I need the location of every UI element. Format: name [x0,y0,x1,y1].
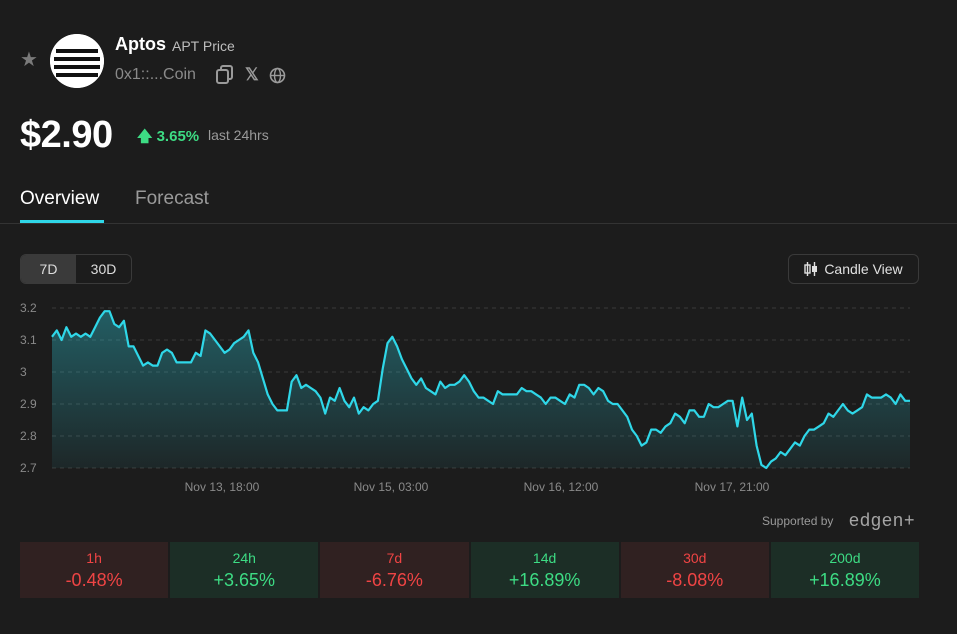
y-tick-label: 2.8 [20,429,37,443]
supported-by-label: Supported by [762,514,834,528]
candle-view-label: Candle View [824,261,903,277]
x-tick-label: Nov 15, 03:00 [354,480,429,494]
tab-overview[interactable]: Overview [20,188,100,209]
active-tab-indicator [20,220,104,223]
contract-address: 0x1::...Coin [115,66,196,83]
perf-cell-24h: 24h +3.65% [170,542,319,598]
x-social-icon[interactable]: 𝕏 [245,65,259,84]
perf-cell-7d: 7d -6.76% [320,542,469,598]
change-period: last 24hrs [208,127,269,143]
asset-ticker-label: APT Price [172,38,235,54]
x-tick-label: Nov 16, 12:00 [524,480,599,494]
x-tick-label: Nov 13, 18:00 [185,480,260,494]
price-area [52,311,910,468]
perf-label: 7d [386,549,403,566]
perf-value: +16.89% [809,569,881,590]
edgen-logo: edgen+ [849,510,916,530]
tabs-divider [0,223,957,224]
y-tick-label: 3 [20,365,27,379]
price-change: 🡅 3.65% [137,126,199,151]
performance-table: 1h -0.48% 24h +3.65% 7d -6.76% 14d +16.89% 3… [20,542,920,598]
current-price: $2.90 [20,114,113,156]
candlestick-icon [804,262,818,276]
up-arrow-icon: 🡅 [137,128,153,145]
perf-value: -8.08% [666,569,724,590]
perf-cell-1h: 1h -0.48% [20,542,169,598]
perf-label: 200d [829,549,861,566]
perf-cell-200d: 200d +16.89% [770,542,920,598]
perf-cell-30d: 30d -8.08% [620,542,769,598]
y-tick-label: 3.1 [20,333,37,347]
range-selector: 7D 30D [20,254,132,284]
perf-value: -0.48% [65,569,123,590]
perf-label: 14d [532,549,557,566]
perf-value: -6.76% [365,569,423,590]
y-tick-label: 3.2 [20,301,37,315]
aptos-logo [50,34,104,88]
perf-label: 30d [683,549,707,566]
y-tick-label: 2.9 [20,397,37,411]
price-chart: 3.2 3.1 3 2.9 2.8 2.7 Nov 13, 18:00 Nov 15, 03:… [20,301,910,494]
range-30d-button[interactable]: 30D [90,261,117,277]
candle-view-button[interactable]: Candle View [788,254,919,284]
favorite-star-icon[interactable]: ★ [20,49,38,71]
range-7d-button[interactable]: 7D [21,255,76,283]
perf-label: 1h [86,549,102,566]
copy-icon[interactable] [216,65,234,90]
x-tick-label: Nov 17, 21:00 [695,480,770,494]
price-change-value: 3.65% [156,128,200,145]
price-line [51,310,910,470]
asset-name: Aptos [115,34,166,54]
perf-value: +16.89% [508,569,581,590]
tab-forecast[interactable]: Forecast [135,188,209,209]
y-tick-label: 2.7 [20,461,37,475]
globe-icon[interactable] [269,67,286,89]
perf-cell-14d: 14d +16.89% [470,542,619,598]
perf-label: 24h [232,549,256,566]
perf-value: +3.65% [213,569,276,590]
